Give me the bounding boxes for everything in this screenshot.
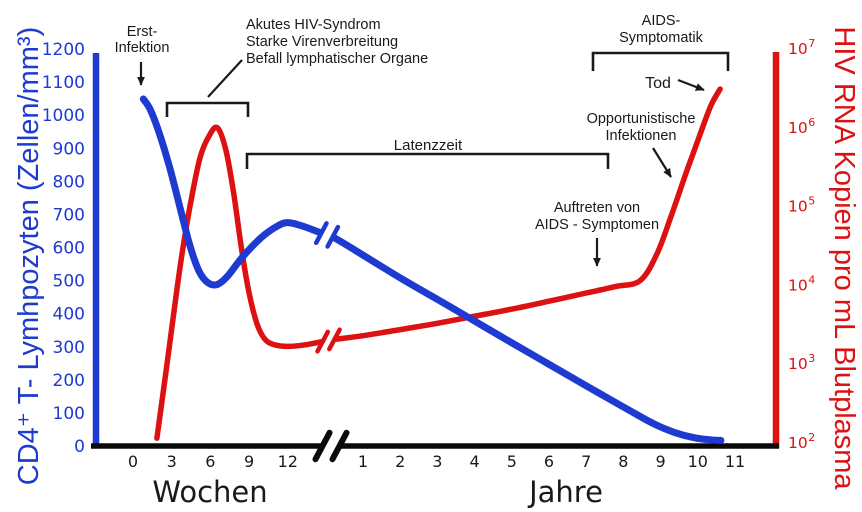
right-axis-tick-1e4: 104 bbox=[788, 273, 815, 294]
tick-exponent: 7 bbox=[808, 37, 815, 50]
tod-label: Tod bbox=[645, 75, 671, 92]
acute-phase-label-line3: Befall lymphatischer Organe bbox=[246, 51, 428, 67]
week-tick-12: 12 bbox=[278, 452, 298, 471]
left-axis-tick-600: 600 bbox=[53, 239, 85, 259]
hiv-rna-curve bbox=[154, 86, 723, 441]
week-tick-0: 0 bbox=[128, 452, 138, 471]
aids-bracket bbox=[591, 51, 730, 71]
latency-label: Latenzzeit bbox=[394, 137, 463, 154]
opportunistic-infections-arrow bbox=[652, 147, 672, 178]
tick-mantissa: 10 bbox=[788, 276, 808, 294]
left-axis-tick-700: 700 bbox=[53, 205, 85, 225]
year-tick-4: 4 bbox=[470, 452, 480, 471]
tick-mantissa: 10 bbox=[788, 119, 808, 137]
tick-mantissa: 10 bbox=[788, 198, 808, 216]
right-axis-title: HIV RNA Kopien pro mL Blutplasma bbox=[828, 26, 860, 490]
left-axis-tick-0: 0 bbox=[74, 437, 85, 457]
cd4-curve bbox=[139, 95, 725, 444]
right-axis-tick-1e6: 106 bbox=[788, 116, 815, 137]
year-tick-11: 11 bbox=[725, 452, 745, 471]
hiv-curve-break-mark bbox=[315, 327, 342, 354]
tick-mantissa: 10 bbox=[788, 434, 808, 452]
left-axis-title: CD4⁺ T- Lymhpozyten (Zellen/mm³) bbox=[13, 27, 45, 485]
latency-bracket bbox=[245, 152, 610, 169]
year-tick-5: 5 bbox=[507, 452, 517, 471]
right-axis-tick-1e2: 102 bbox=[788, 431, 815, 452]
aids-onset-label-line2: AIDS - Symptomen bbox=[535, 217, 659, 233]
opportunistic-label-line1: Opportunistische bbox=[587, 111, 696, 127]
left-axis-tick-500: 500 bbox=[53, 272, 85, 292]
tick-exponent: 2 bbox=[808, 431, 815, 444]
acute-phase-label-line2: Starke Virenverbreitung bbox=[246, 34, 398, 50]
left-axis-tick-400: 400 bbox=[53, 305, 85, 325]
right-axis-tick-1e5: 105 bbox=[788, 195, 815, 216]
erst-infektion-label-line2: Infektion bbox=[115, 40, 170, 56]
left-axis-tick-300: 300 bbox=[53, 338, 85, 358]
acute-pointer-line bbox=[207, 59, 243, 98]
opportunistic-label-line2: Infektionen bbox=[606, 128, 677, 144]
left-axis-tick-200: 200 bbox=[53, 371, 85, 391]
right-axis-tick-1e3: 103 bbox=[788, 352, 815, 373]
left-axis-tick-100: 100 bbox=[53, 404, 85, 424]
tick-mantissa: 10 bbox=[788, 355, 808, 373]
year-tick-8: 8 bbox=[618, 452, 628, 471]
year-tick-3: 3 bbox=[432, 452, 442, 471]
year-tick-1: 1 bbox=[358, 452, 368, 471]
year-tick-10: 10 bbox=[688, 452, 708, 471]
right-axis-tick-1e7: 107 bbox=[788, 37, 815, 58]
tick-exponent: 4 bbox=[808, 273, 815, 286]
year-tick-7: 7 bbox=[581, 452, 591, 471]
left-axis-tick-1200: 1200 bbox=[42, 40, 85, 60]
weeks-axis-label: Wochen bbox=[152, 475, 267, 509]
cd4-curve-break-mark bbox=[313, 221, 341, 249]
left-axis-tick-800: 800 bbox=[53, 172, 85, 192]
tick-exponent: 5 bbox=[808, 195, 815, 208]
tick-exponent: 3 bbox=[808, 352, 815, 365]
week-tick-9: 9 bbox=[244, 452, 254, 471]
years-axis-label: Jahre bbox=[527, 475, 603, 509]
left-axis-tick-1100: 1100 bbox=[42, 73, 85, 93]
year-tick-6: 6 bbox=[544, 452, 554, 471]
acute-phase-label-line1: Akutes HIV-Syndrom bbox=[246, 17, 381, 33]
left-axis-tick-1000: 1000 bbox=[42, 106, 85, 126]
week-tick-6: 6 bbox=[205, 452, 215, 471]
aids-symptomatik-label-line2: Symptomatik bbox=[619, 30, 704, 46]
year-tick-9: 9 bbox=[656, 452, 666, 471]
year-tick-2: 2 bbox=[395, 452, 405, 471]
aids-onset-label-line1: Auftreten von bbox=[554, 200, 640, 216]
tick-mantissa: 10 bbox=[788, 40, 808, 58]
left-axis-tick-900: 900 bbox=[53, 139, 85, 159]
acute-phase-bracket bbox=[165, 101, 250, 117]
week-tick-3: 3 bbox=[167, 452, 177, 471]
tick-exponent: 6 bbox=[808, 116, 815, 129]
erst-infektion-label-line1: Erst- bbox=[127, 24, 158, 40]
aids-symptomatik-label-line1: AIDS- bbox=[642, 13, 681, 29]
x-axis-break-mark bbox=[312, 429, 350, 463]
tod-arrow bbox=[677, 78, 705, 92]
